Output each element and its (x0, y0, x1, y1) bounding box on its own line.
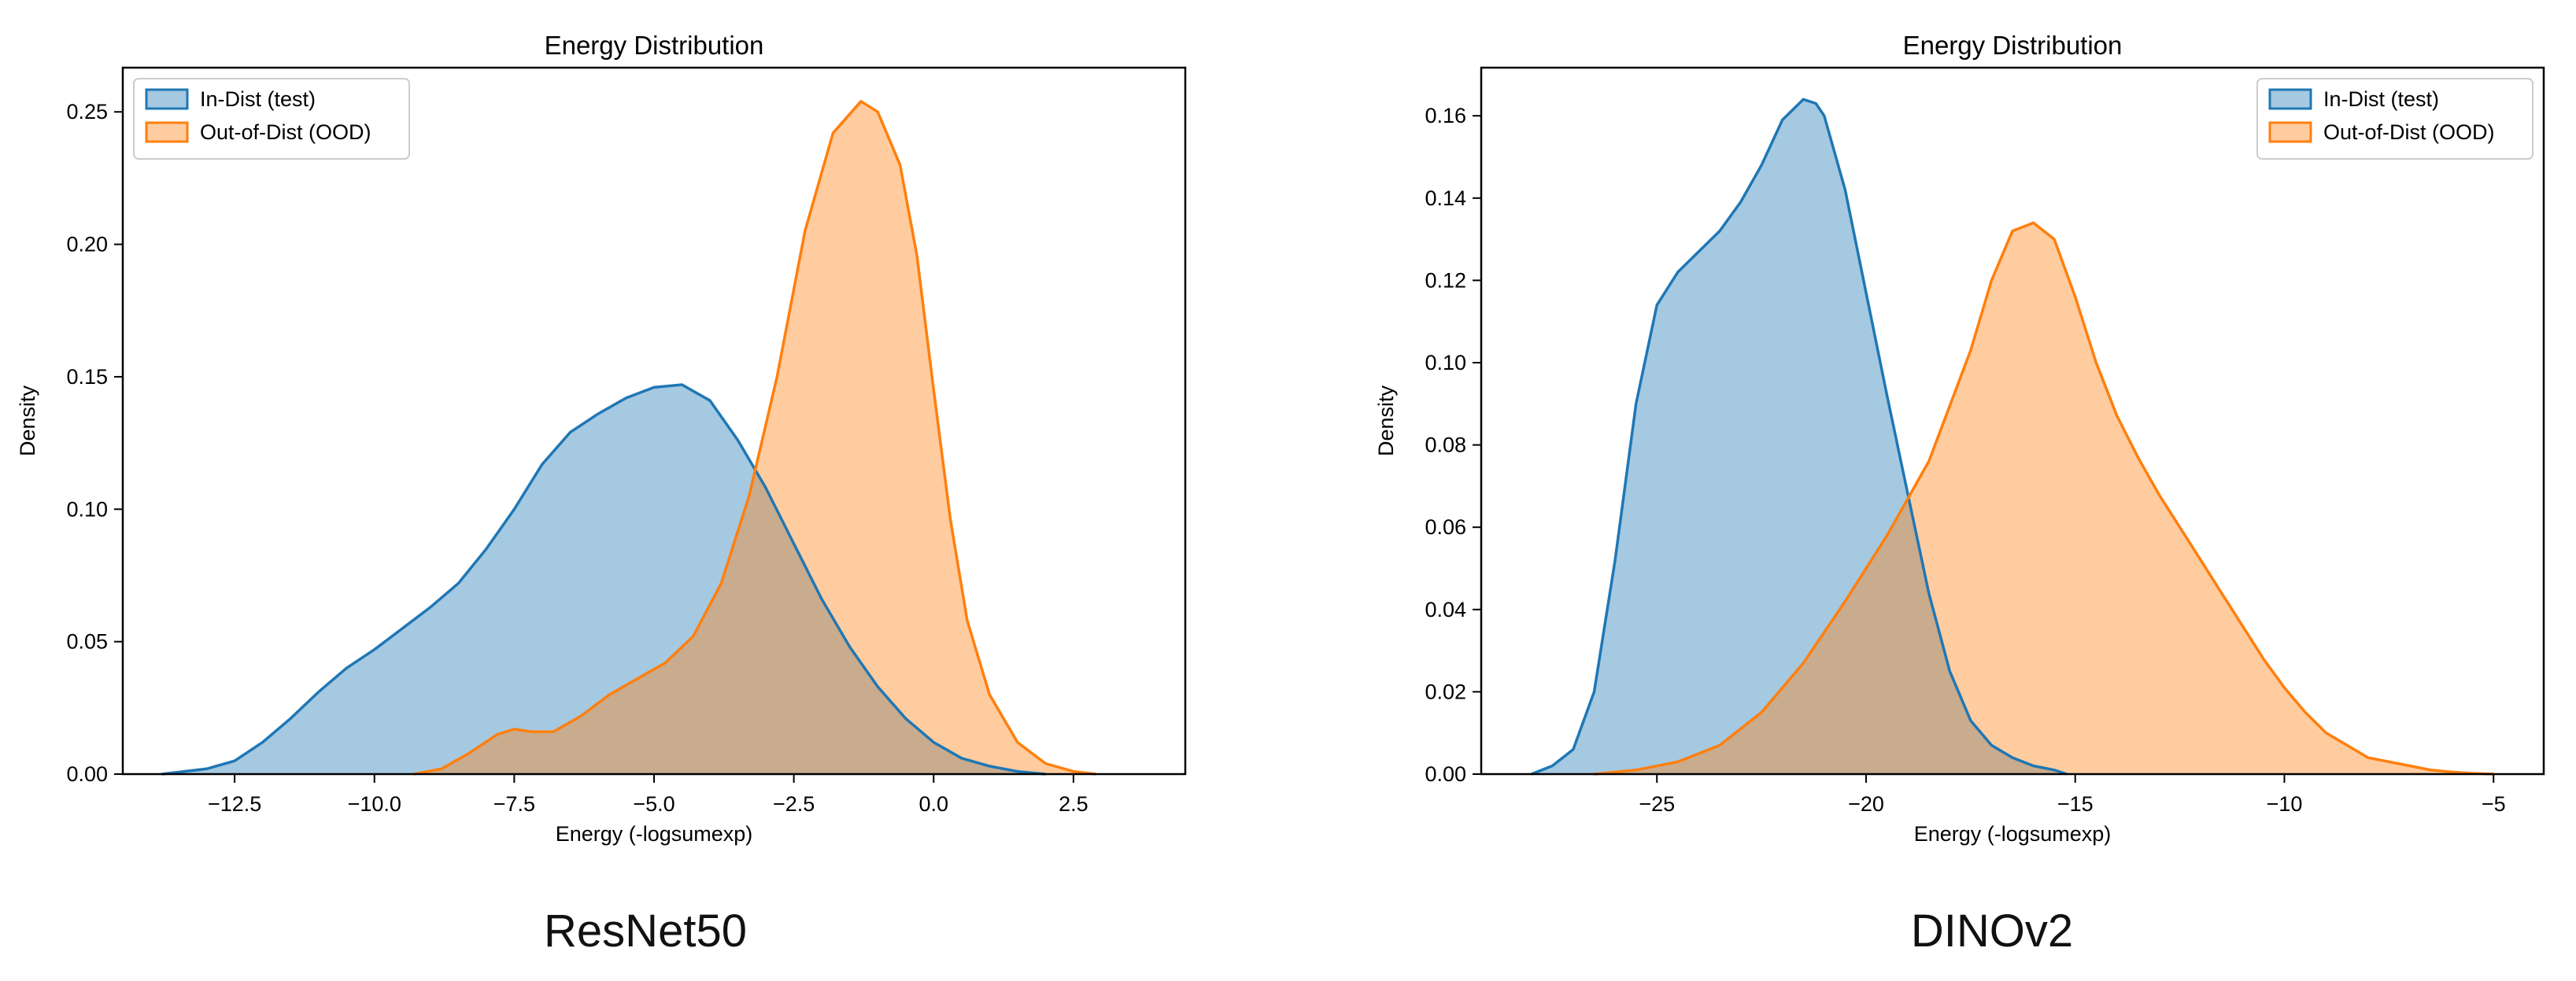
x-axis-label: Energy (-logsumexp) (556, 822, 753, 846)
y-tick-label: 0.14 (1425, 186, 1466, 210)
legend-swatch-0 (145, 88, 189, 110)
y-tick-label: 0.10 (66, 497, 108, 521)
x-tick-label: −15 (2057, 792, 2094, 816)
y-tick-label: 0.02 (1425, 680, 1466, 703)
series-line-1 (413, 100, 1096, 776)
x-tick-label: −20 (1848, 792, 1884, 816)
legend-label-0: In-Dist (test) (200, 87, 316, 111)
y-tick-label: 0.00 (66, 762, 108, 786)
x-tick-label: −5.0 (633, 792, 674, 816)
chart-resnet50: −12.5 −10.0 −7.5 −5.0 −2.5 0.0 2.5 0.00 0.05 0.10… (16, 31, 1187, 846)
y-tick-label: 0.12 (1425, 268, 1466, 292)
legend-swatch-0 (2268, 88, 2312, 110)
y-tick-label: 0.15 (66, 365, 108, 389)
legend-swatch-1 (2268, 121, 2312, 143)
legend-box (133, 78, 410, 160)
legend-label-1: Out-of-Dist (OOD) (2323, 120, 2495, 144)
series-fill-1 (1594, 223, 2494, 774)
legend: In-Dist (test) Out-of-Dist (OOD) (2256, 78, 2533, 160)
y-axis-label: Density (16, 385, 39, 456)
legend: In-Dist (test) Out-of-Dist (OOD) (133, 78, 410, 160)
y-tick-label: 0.10 (1425, 351, 1466, 374)
series-line-0 (161, 383, 1046, 776)
x-axis-label: Energy (-logsumexp) (1914, 822, 2112, 846)
model-label-resnet50: ResNet50 (544, 905, 747, 957)
plot-frame (1480, 66, 2545, 776)
y-tick-label: 0.08 (1425, 433, 1466, 457)
x-tick-label: −10 (2267, 792, 2303, 816)
y-tick-label: 0.00 (1425, 762, 1466, 786)
y-tick-label: 0.16 (1425, 104, 1466, 127)
legend-swatch-1 (145, 121, 189, 143)
chart-title: Energy Distribution (1903, 31, 2123, 60)
x-tick-label: 2.5 (1059, 792, 1088, 816)
series-line-1 (1594, 221, 2494, 776)
x-tick-label: −12.5 (208, 792, 261, 816)
series-fill-1 (413, 101, 1096, 775)
legend-label-0: In-Dist (test) (2323, 87, 2439, 111)
x-tick-label: −10.0 (348, 792, 401, 816)
chart-dinov2: −25 −20 −15 −10 −5 0.00 0.02 0.04 0.06 0.08 0.10 0.… (1374, 31, 2545, 846)
legend-box (2256, 78, 2533, 160)
legend-label-1: Out-of-Dist (OOD) (200, 120, 371, 144)
y-tick-label: 0.06 (1425, 515, 1466, 539)
x-tick-label: −5 (2482, 792, 2506, 816)
y-axis-label: Density (1374, 385, 1398, 456)
x-tick-label: −2.5 (773, 792, 815, 816)
series-fill-0 (161, 385, 1046, 774)
series-fill-0 (1531, 99, 2068, 775)
y-tick-label: 0.20 (66, 233, 108, 256)
model-label-dinov2: DINOv2 (1910, 905, 2074, 957)
y-tick-label: 0.05 (66, 630, 108, 654)
y-tick-label: 0.25 (66, 100, 108, 124)
x-tick-label: 0.0 (918, 792, 948, 816)
chart-title: Energy Distribution (545, 31, 764, 60)
series-line-0 (1531, 98, 2068, 776)
x-tick-label: −7.5 (493, 792, 535, 816)
x-tick-label: −25 (1639, 792, 1675, 816)
y-tick-label: 0.04 (1425, 598, 1466, 621)
